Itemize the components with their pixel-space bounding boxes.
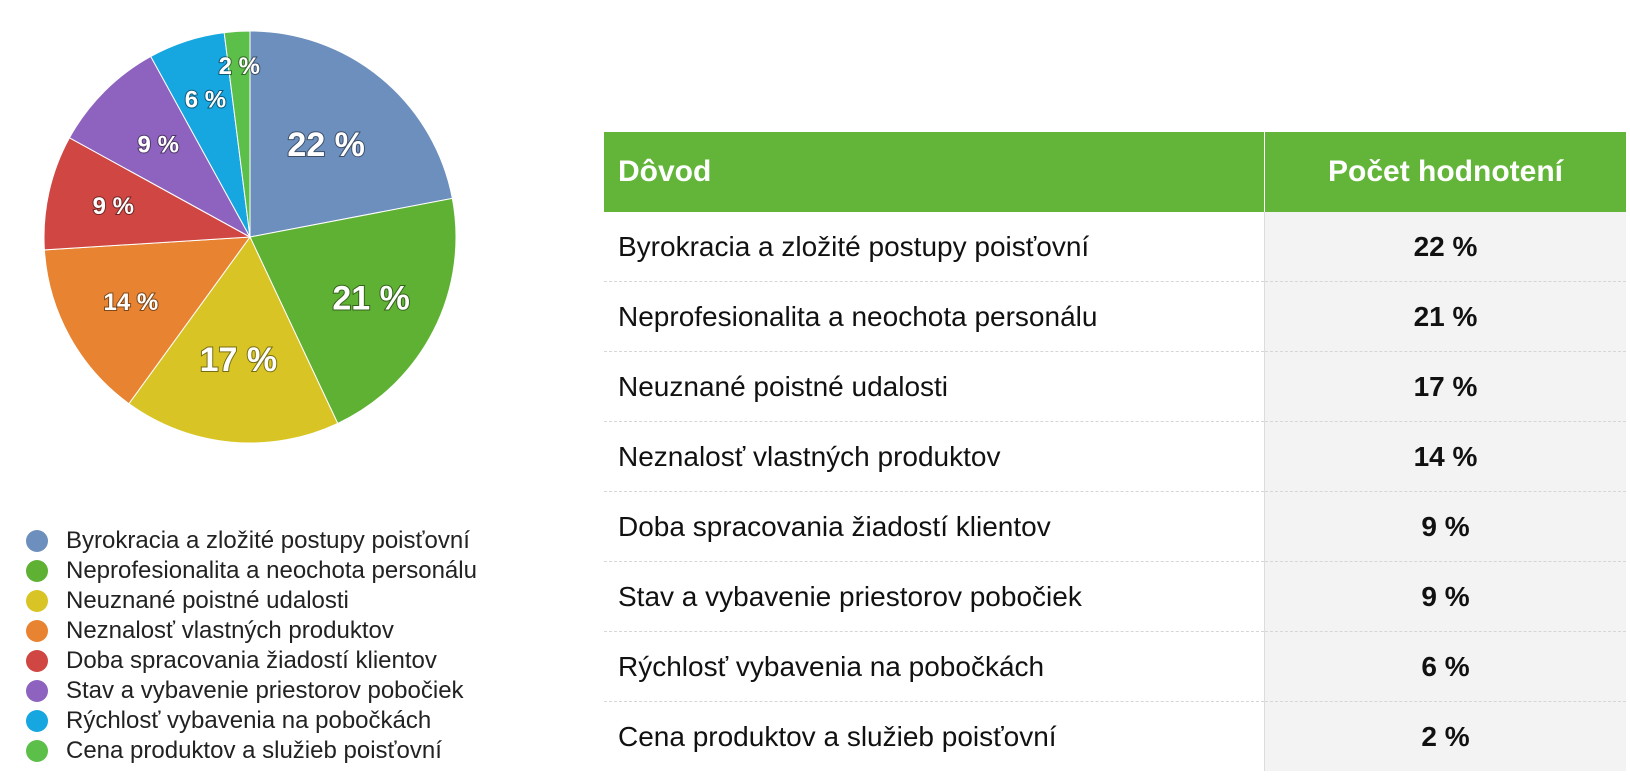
table-row: Rýchlosť vybavenia na pobočkách 6 % <box>604 631 1626 702</box>
legend-item: Neznalosť vlastných produktov <box>26 616 477 646</box>
pie-slice <box>43 137 252 251</box>
reason-cell: Cena produktov a služieb poisťovní <box>604 701 1265 771</box>
legend-item: Rýchlosť vybavenia na pobočkách <box>26 706 477 736</box>
slice-label: 21 % <box>332 280 410 318</box>
legend-dot-icon <box>26 530 48 552</box>
pie-slice <box>43 236 252 405</box>
legend-item: Stav a vybavenie priestorov pobočiek <box>26 676 477 706</box>
value-cell: 9 % <box>1264 491 1626 562</box>
table-row: Neuznané poistné udalosti 17 % <box>604 351 1626 422</box>
value-cell: 21 % <box>1264 281 1626 352</box>
legend-dot-icon <box>26 650 48 672</box>
legend-label: Cena produktov a služieb poisťovní <box>66 737 442 764</box>
pie-slice <box>128 236 339 444</box>
legend-dot-icon <box>26 590 48 612</box>
value-cell: 6 % <box>1264 631 1626 702</box>
legend-dot-icon <box>26 680 48 702</box>
slice-label: 2 % <box>219 53 260 80</box>
pie-slice <box>223 30 251 238</box>
legend-item: Byrokracia a zložité postupy poisťovní <box>26 526 477 556</box>
table-row: Cena produktov a služieb poisťovní 2 % <box>604 701 1626 771</box>
pie-chart: 22 %21 %17 %14 %9 %9 %6 %2 % <box>43 30 457 444</box>
reason-cell: Neznalosť vlastných produktov <box>604 421 1265 492</box>
slice-label: 17 % <box>200 341 278 379</box>
legend-label: Byrokracia a zložité postupy poisťovní <box>66 527 470 554</box>
reason-cell: Neprofesionalita a neochota personálu <box>604 281 1265 352</box>
slice-label: 6 % <box>185 86 226 113</box>
legend-dot-icon <box>26 710 48 732</box>
legend-label: Neznalosť vlastných produktov <box>66 617 394 644</box>
legend-label: Doba spracovania žiadostí klientov <box>66 647 437 674</box>
slice-label: 22 % <box>287 126 365 164</box>
legend-item: Cena produktov a služieb poisťovní <box>26 736 477 766</box>
slice-label: 9 % <box>93 193 134 220</box>
legend-label: Stav a vybavenie priestorov pobočiek <box>66 677 464 704</box>
chart-legend: Byrokracia a zložité postupy poisťovní Ne… <box>26 526 477 766</box>
reason-cell: Stav a vybavenie priestorov pobočiek <box>604 561 1265 632</box>
legend-dot-icon <box>26 740 48 762</box>
legend-item: Neuznané poistné udalosti <box>26 586 477 616</box>
legend-label: Neuznané poistné udalosti <box>66 587 349 614</box>
table-row: Doba spracovania žiadostí klientov 9 % <box>604 491 1626 562</box>
pie-slice <box>68 55 252 239</box>
legend-item: Doba spracovania žiadostí klientov <box>26 646 477 676</box>
legend-dot-icon <box>26 560 48 582</box>
table-row: Neprofesionalita a neochota personálu 21… <box>604 281 1626 352</box>
value-cell: 14 % <box>1264 421 1626 492</box>
value-cell: 2 % <box>1264 701 1626 771</box>
reason-cell: Rýchlosť vybavenia na pobočkách <box>604 631 1265 702</box>
legend-label: Neprofesionalita a neochota personálu <box>66 557 477 584</box>
pie-slice <box>249 30 453 238</box>
column-header-count: Počet hodnotení <box>1264 132 1626 212</box>
legend-dot-icon <box>26 620 48 642</box>
column-header-reason: Dôvod <box>604 132 1265 212</box>
table-row: Byrokracia a zložité postupy poisťovní 2… <box>604 212 1626 282</box>
slice-label: 14 % <box>104 289 159 316</box>
value-cell: 9 % <box>1264 561 1626 632</box>
reason-cell: Neuznané poistné udalosti <box>604 351 1265 422</box>
pie-slice <box>249 197 457 425</box>
value-cell: 22 % <box>1264 212 1626 282</box>
table-row: Stav a vybavenie priestorov pobočiek 9 % <box>604 561 1626 632</box>
reasons-table: Dôvod Počet hodnotení Byrokracia a zloži… <box>604 132 1626 771</box>
table-row: Neznalosť vlastných produktov 14 % <box>604 421 1626 492</box>
reason-cell: Doba spracovania žiadostí klientov <box>604 491 1265 562</box>
legend-label: Rýchlosť vybavenia na pobočkách <box>66 707 432 734</box>
reason-cell: Byrokracia a zložité postupy poisťovní <box>604 212 1265 282</box>
slice-label: 9 % <box>138 132 179 159</box>
value-cell: 17 % <box>1264 351 1626 422</box>
legend-item: Neprofesionalita a neochota personálu <box>26 556 477 586</box>
table-header-row: Dôvod Počet hodnotení <box>604 132 1626 212</box>
